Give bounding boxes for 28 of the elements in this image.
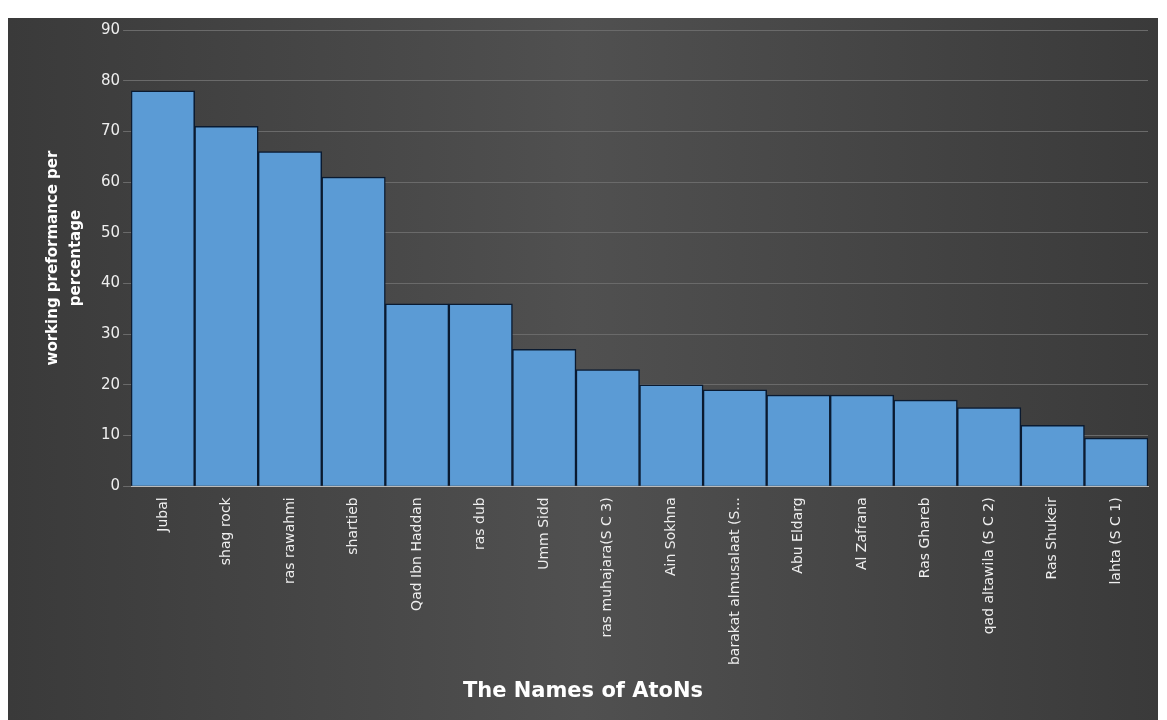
x-axis-title: The Names of AtoNs [461, 678, 705, 702]
y-axis-title: working preformance per percentage [41, 149, 84, 368]
x-tick-label: Abu Eldarg [789, 497, 806, 574]
y-tick-label: 0 [110, 476, 121, 495]
x-tick-label: Ras Shukeir [1043, 497, 1060, 580]
x-tick-label: Jubal [153, 497, 170, 533]
x-tick-label: lahta (S C 1) [1106, 497, 1123, 585]
x-tick-label: ras rawahmi [280, 497, 297, 585]
y-tick-label: 30 [100, 324, 121, 343]
y-tick-label: 70 [100, 121, 121, 140]
x-tick-label: shag rock [217, 496, 234, 566]
y-tick-label: 80 [100, 70, 121, 89]
x-tick-label: Umm Sidd [534, 497, 551, 570]
y-tick-label: 50 [100, 222, 121, 241]
x-tick-label: ras muhajara(S C 3) [598, 497, 615, 638]
x-tick-label: Ras Ghareb [916, 497, 933, 579]
y-tick-label: 20 [100, 374, 121, 393]
x-tick-label: barakat almusalaat (S... [725, 497, 742, 666]
x-tick-label: qad altawila (S C 2) [979, 497, 996, 635]
y-tick-label: 90 [100, 19, 121, 38]
x-tick-label: Al Zafrana [852, 497, 869, 571]
y-tick-label: 10 [100, 425, 121, 444]
x-tick-label: Ain Sokhna [661, 497, 678, 576]
x-tick-label: shartieb [344, 497, 361, 555]
x-tick-label: Qad Ibn Haddan [407, 497, 424, 611]
x-tick-label: ras dub [471, 497, 488, 551]
y-tick-label: 40 [100, 273, 121, 292]
y-tick-label: 60 [100, 171, 121, 190]
